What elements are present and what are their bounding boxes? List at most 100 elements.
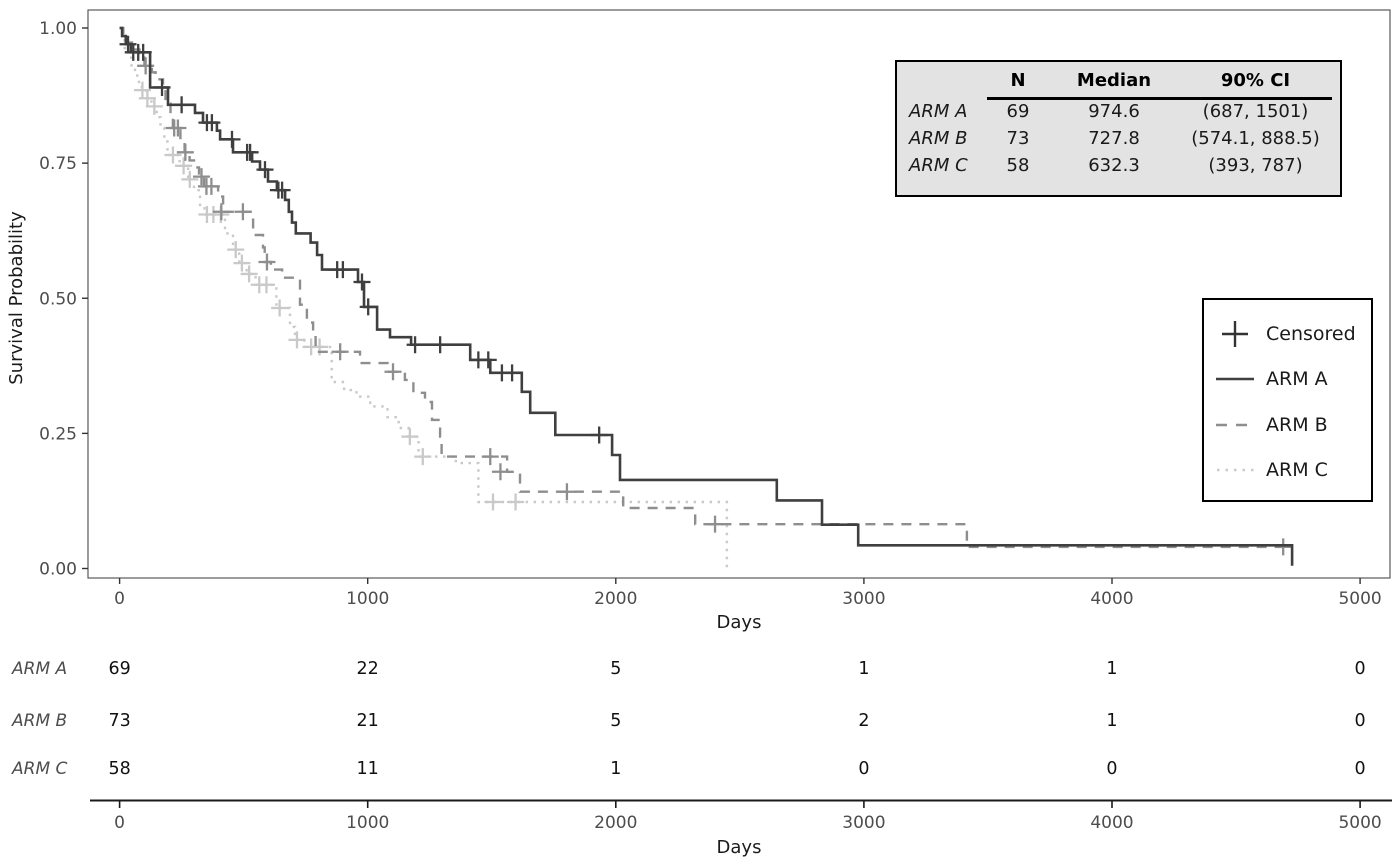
censor-mark-arm-c bbox=[507, 493, 525, 511]
x-axis-tick-label: 1000 bbox=[346, 589, 389, 609]
risk-count: 0 bbox=[1355, 659, 1366, 679]
risk-count: 1 bbox=[1106, 659, 1117, 679]
stats-header-blank bbox=[897, 65, 987, 98]
legend-label-censored: Censored bbox=[1266, 323, 1356, 345]
risk-count: 0 bbox=[1355, 759, 1366, 779]
risk-count: 0 bbox=[858, 759, 869, 779]
censor-mark-arm-b bbox=[212, 203, 230, 221]
censor-mark-arm-c bbox=[164, 146, 182, 164]
stats-header-median: Median bbox=[1049, 64, 1179, 100]
censor-mark-arm-a bbox=[503, 364, 521, 382]
censor-mark-arm-c bbox=[240, 265, 258, 283]
risk-axis-title: Days bbox=[717, 837, 762, 858]
censor-mark-arm-b bbox=[202, 177, 220, 195]
risk-count: 0 bbox=[1355, 711, 1366, 731]
y-axis-title: Survival Probability bbox=[6, 211, 27, 385]
censor-mark-arm-a bbox=[406, 336, 424, 354]
x-axis-tick-label: 4000 bbox=[1090, 589, 1133, 609]
censor-mark-arm-a bbox=[273, 181, 291, 199]
y-axis-tick-label: 0.75 bbox=[39, 154, 77, 174]
risk-count: 0 bbox=[1106, 759, 1117, 779]
x-axis-tick-label: 0 bbox=[114, 589, 125, 609]
censor-mark-arm-c bbox=[138, 89, 156, 107]
censor-mark-arm-a bbox=[431, 336, 449, 354]
legend-box: Censored ARM A ARM B ARM C bbox=[1202, 298, 1373, 502]
stats-row-arm-c-n: 58 bbox=[1006, 155, 1030, 176]
x-axis-tick-label: 3000 bbox=[842, 589, 885, 609]
censor-mark-arm-c bbox=[288, 331, 306, 349]
stats-row-arm-a-label: ARM A bbox=[909, 101, 968, 122]
censor-mark-arm-a bbox=[359, 298, 377, 316]
stats-table: N Median 90% CI ARM A 69 974.6 (687, 150… bbox=[895, 60, 1342, 197]
x-axis-tick-label: 2000 bbox=[594, 589, 637, 609]
risk-count: 1 bbox=[1106, 711, 1117, 731]
censor-mark-arm-b bbox=[192, 168, 210, 186]
stats-row-arm-c-ci: (393, 787) bbox=[1208, 155, 1303, 176]
censor-mark-arm-a bbox=[590, 426, 608, 444]
censor-mark-arm-b bbox=[491, 463, 509, 481]
survival-curve-arm-a bbox=[119, 26, 1294, 566]
legend-item-arm-c: ARM C bbox=[1204, 452, 1371, 488]
risk-row-label-arm-c: ARM C bbox=[11, 759, 68, 779]
risk-count: 1 bbox=[858, 659, 869, 679]
x-axis-title: Days bbox=[717, 612, 762, 633]
risk-count: 69 bbox=[108, 659, 130, 679]
censor-mark-arm-c bbox=[257, 276, 275, 294]
stats-row-arm-b-n: 73 bbox=[1006, 128, 1030, 149]
stats-row-arm-a-ci: (687, 1501) bbox=[1202, 101, 1309, 122]
legend-label-arm-a: ARM A bbox=[1266, 368, 1328, 390]
censored-plus-icon bbox=[1204, 316, 1266, 352]
risk-count: 5 bbox=[610, 659, 621, 679]
legend-item-arm-b: ARM B bbox=[1204, 407, 1371, 443]
risk-axis-tick-label: 2000 bbox=[594, 813, 637, 833]
censor-mark-arm-a bbox=[153, 78, 171, 96]
stats-row-arm-b-median: 727.8 bbox=[1088, 128, 1140, 149]
risk-axis-tick-label: 4000 bbox=[1090, 813, 1133, 833]
censor-mark-arm-c bbox=[175, 157, 193, 175]
risk-axis-tick-label: 1000 bbox=[346, 813, 389, 833]
censor-mark-arm-a bbox=[241, 143, 259, 161]
stats-row-arm-a-n: 69 bbox=[1006, 101, 1030, 122]
censor-mark-arm-a bbox=[256, 161, 274, 179]
censor-mark-arm-a bbox=[173, 96, 191, 114]
stats-header-ci: 90% CI bbox=[1179, 64, 1332, 100]
y-axis-tick-label: 0.50 bbox=[39, 289, 77, 309]
stats-header-n: N bbox=[987, 64, 1049, 100]
risk-axis-tick-label: 0 bbox=[114, 813, 125, 833]
censor-mark-arm-b bbox=[706, 515, 724, 533]
x-axis-tick-label: 5000 bbox=[1338, 589, 1381, 609]
censor-mark-arm-c bbox=[484, 493, 502, 511]
y-axis-tick-label: 0.25 bbox=[39, 424, 77, 444]
censor-mark-arm-c bbox=[145, 97, 163, 115]
legend-item-censored: Censored bbox=[1204, 316, 1371, 352]
dotted-line-icon bbox=[1204, 465, 1266, 475]
risk-count: 2 bbox=[858, 711, 869, 731]
censor-mark-arm-b bbox=[331, 343, 349, 361]
risk-count: 11 bbox=[357, 759, 379, 779]
stats-row-arm-b-ci: (574.1, 888.5) bbox=[1191, 128, 1320, 149]
censor-mark-arm-c bbox=[271, 299, 289, 317]
censor-mark-arm-a bbox=[203, 114, 221, 132]
survival-curve-arm-c bbox=[119, 26, 729, 568]
censor-mark-arm-a bbox=[223, 130, 241, 148]
censor-mark-arm-b bbox=[558, 483, 576, 501]
censor-mark-arm-b bbox=[258, 253, 276, 271]
stats-row-arm-c-median: 632.3 bbox=[1088, 155, 1140, 176]
risk-row-label-arm-b: ARM B bbox=[11, 711, 67, 731]
censor-mark-arm-c bbox=[401, 428, 419, 446]
plot-panel bbox=[87, 9, 1391, 579]
censor-mark-arm-a bbox=[353, 273, 371, 291]
censor-mark-arm-b bbox=[1274, 538, 1292, 556]
censor-mark-arm-b bbox=[234, 203, 252, 221]
y-axis-tick-label: 0.00 bbox=[39, 560, 77, 580]
censor-mark-arm-c bbox=[181, 170, 199, 188]
risk-row-label-arm-a: ARM A bbox=[11, 659, 67, 679]
stats-row-arm-a-median: 974.6 bbox=[1088, 101, 1140, 122]
risk-count: 5 bbox=[610, 711, 621, 731]
solid-line-icon bbox=[1204, 374, 1266, 384]
y-axis-tick-label: 1.00 bbox=[39, 19, 77, 39]
censor-mark-arm-a bbox=[334, 261, 352, 279]
risk-count: 22 bbox=[357, 659, 379, 679]
